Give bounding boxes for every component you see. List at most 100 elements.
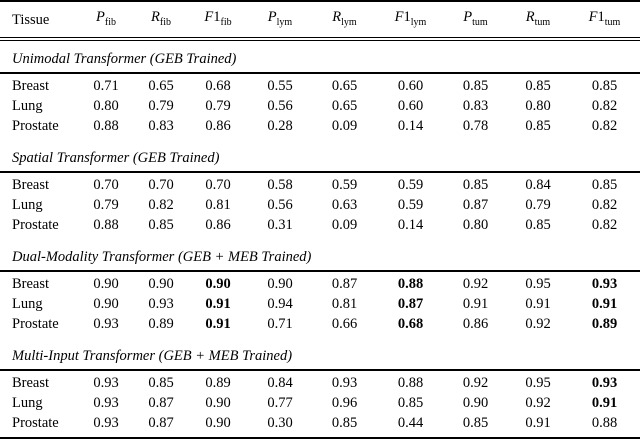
table-cell: 0.65 <box>331 97 358 114</box>
table-cell: 0.91 <box>591 295 618 312</box>
table-cell: 0.68 <box>397 315 424 332</box>
row-label: Lung <box>12 97 43 114</box>
table-cell: 0.88 <box>93 216 119 233</box>
section-title: Multi-Input Transformer (GEB + MEB Train… <box>0 337 640 371</box>
table-section: Unimodal Transformer (GEB Trained) Breast… <box>0 38 640 140</box>
table-cell: 0.84 <box>525 176 551 193</box>
section-title-row: Multi-Input Transformer (GEB + MEB Train… <box>0 337 640 371</box>
column-header: Rlym <box>332 9 357 28</box>
table-cell: 0.55 <box>267 77 293 94</box>
table-cell: 0.93 <box>93 315 119 332</box>
section-title: Spatial Transformer (GEB Trained) <box>0 139 640 173</box>
table-cell: 0.85 <box>462 176 489 193</box>
table-cell: 0.84 <box>267 374 293 391</box>
table-row: Prostate 0.93 0.89 0.91 0.71 0.66 0.68 0.86 0.92… <box>0 314 640 338</box>
table-cell: 0.93 <box>591 374 618 391</box>
table-cell: 0.87 <box>397 295 424 312</box>
table-cell: 0.88 <box>591 414 618 431</box>
table-cell: 0.68 <box>205 77 231 94</box>
table-row: Lung 0.79 0.82 0.81 0.56 0.63 0.59 0.87 0.79 0.82 <box>0 195 640 215</box>
table-cell: 0.85 <box>462 414 489 431</box>
table-cell: 0.09 <box>331 216 358 233</box>
table-cell: 0.65 <box>331 77 358 94</box>
row-label: Prostate <box>12 414 59 431</box>
table-cell: 0.85 <box>462 77 489 94</box>
table-cell: 0.87 <box>462 196 489 213</box>
table-cell: 0.91 <box>462 295 489 312</box>
table-cell: 0.59 <box>331 176 358 193</box>
table-cell: 0.56 <box>267 196 293 213</box>
table-cell: 0.82 <box>591 117 618 134</box>
table-row: Lung 0.93 0.87 0.90 0.77 0.96 0.85 0.90 0.92 0.91 <box>0 393 640 413</box>
row-label: Lung <box>12 196 43 213</box>
table-cell: 0.87 <box>148 414 174 431</box>
table-cell: 0.88 <box>93 117 119 134</box>
table-cell: 0.28 <box>267 117 293 134</box>
table-cell: 0.85 <box>148 216 174 233</box>
table-cell: 0.93 <box>331 374 358 391</box>
table-cell: 0.86 <box>205 216 231 233</box>
table-cell: 0.85 <box>397 394 424 411</box>
table-cell: 0.80 <box>93 97 119 114</box>
table-cell: 0.90 <box>205 414 231 431</box>
table-cell: 0.96 <box>331 394 358 411</box>
table-cell: 0.63 <box>331 196 358 213</box>
table-cell: 0.66 <box>331 315 358 332</box>
table-cell: 0.90 <box>93 295 119 312</box>
table-cell: 0.90 <box>93 275 119 292</box>
row-label: Lung <box>12 394 43 411</box>
row-label: Breast <box>12 176 50 193</box>
column-header-tissue: Tissue <box>12 11 50 28</box>
table-row: Prostate 0.88 0.83 0.86 0.28 0.09 0.14 0.78 0.85… <box>0 116 640 140</box>
table-row: Lung 0.80 0.79 0.79 0.56 0.65 0.60 0.83 0.80 0.82 <box>0 96 640 116</box>
table-cell: 0.92 <box>462 374 489 391</box>
table-cell: 0.77 <box>267 394 293 411</box>
table-cell: 0.81 <box>331 295 358 312</box>
table-cell: 0.71 <box>93 77 119 94</box>
table-cell: 0.83 <box>148 117 174 134</box>
table-cell: 0.87 <box>148 394 174 411</box>
table-cell: 0.82 <box>591 216 618 233</box>
row-label: Prostate <box>12 315 59 332</box>
table-cell: 0.89 <box>591 315 618 332</box>
header-row: Tissue Pfib Rfib F1fib Plym Rlym F1lym Ptum Rtum… <box>0 1 640 39</box>
column-header: Rfib <box>151 9 171 28</box>
table-cell: 0.93 <box>148 295 174 312</box>
column-header: F1lym <box>394 9 427 28</box>
table-row: Breast 0.70 0.70 0.70 0.58 0.59 0.59 0.85 0.84 0.… <box>0 172 640 195</box>
table-cell: 0.89 <box>205 374 231 391</box>
table-section: Dual-Modality Transformer (GEB + MEB Tra… <box>0 238 640 338</box>
table-cell: 0.80 <box>462 216 489 233</box>
table-cell: 0.90 <box>205 275 231 292</box>
table-cell: 0.70 <box>148 176 174 193</box>
table-cell: 0.90 <box>267 275 293 292</box>
table-cell: 0.85 <box>525 77 551 94</box>
table-header: Tissue Pfib Rfib F1fib Plym Rlym F1lym Ptum Rtum… <box>0 1 640 39</box>
table-cell: 0.91 <box>205 295 231 312</box>
table-cell: 0.59 <box>397 196 424 213</box>
table-cell: 0.90 <box>205 394 231 411</box>
table-row: Breast 0.90 0.90 0.90 0.90 0.87 0.88 0.92 0.95 0.… <box>0 271 640 294</box>
table-cell: 0.85 <box>331 414 358 431</box>
table-cell: 0.58 <box>267 176 293 193</box>
table-cell: 0.92 <box>525 394 551 411</box>
row-label: Breast <box>12 77 50 94</box>
table-cell: 0.82 <box>591 97 618 114</box>
table-cell: 0.78 <box>462 117 489 134</box>
table-cell: 0.93 <box>591 275 618 292</box>
table-cell: 0.59 <box>397 176 424 193</box>
table-cell: 0.14 <box>397 216 424 233</box>
table-cell: 0.70 <box>93 176 119 193</box>
table-cell: 0.65 <box>148 77 174 94</box>
table-cell: 0.79 <box>525 196 551 213</box>
table-cell: 0.85 <box>148 374 174 391</box>
section-title-row: Spatial Transformer (GEB Trained) <box>0 139 640 173</box>
table-cell: 0.95 <box>525 275 551 292</box>
table-cell: 0.88 <box>397 275 424 292</box>
table-cell: 0.93 <box>93 394 119 411</box>
section-title-row: Dual-Modality Transformer (GEB + MEB Tra… <box>0 238 640 272</box>
table-cell: 0.95 <box>525 374 551 391</box>
table-cell: 0.56 <box>267 97 293 114</box>
column-header: F1tum <box>588 9 621 28</box>
